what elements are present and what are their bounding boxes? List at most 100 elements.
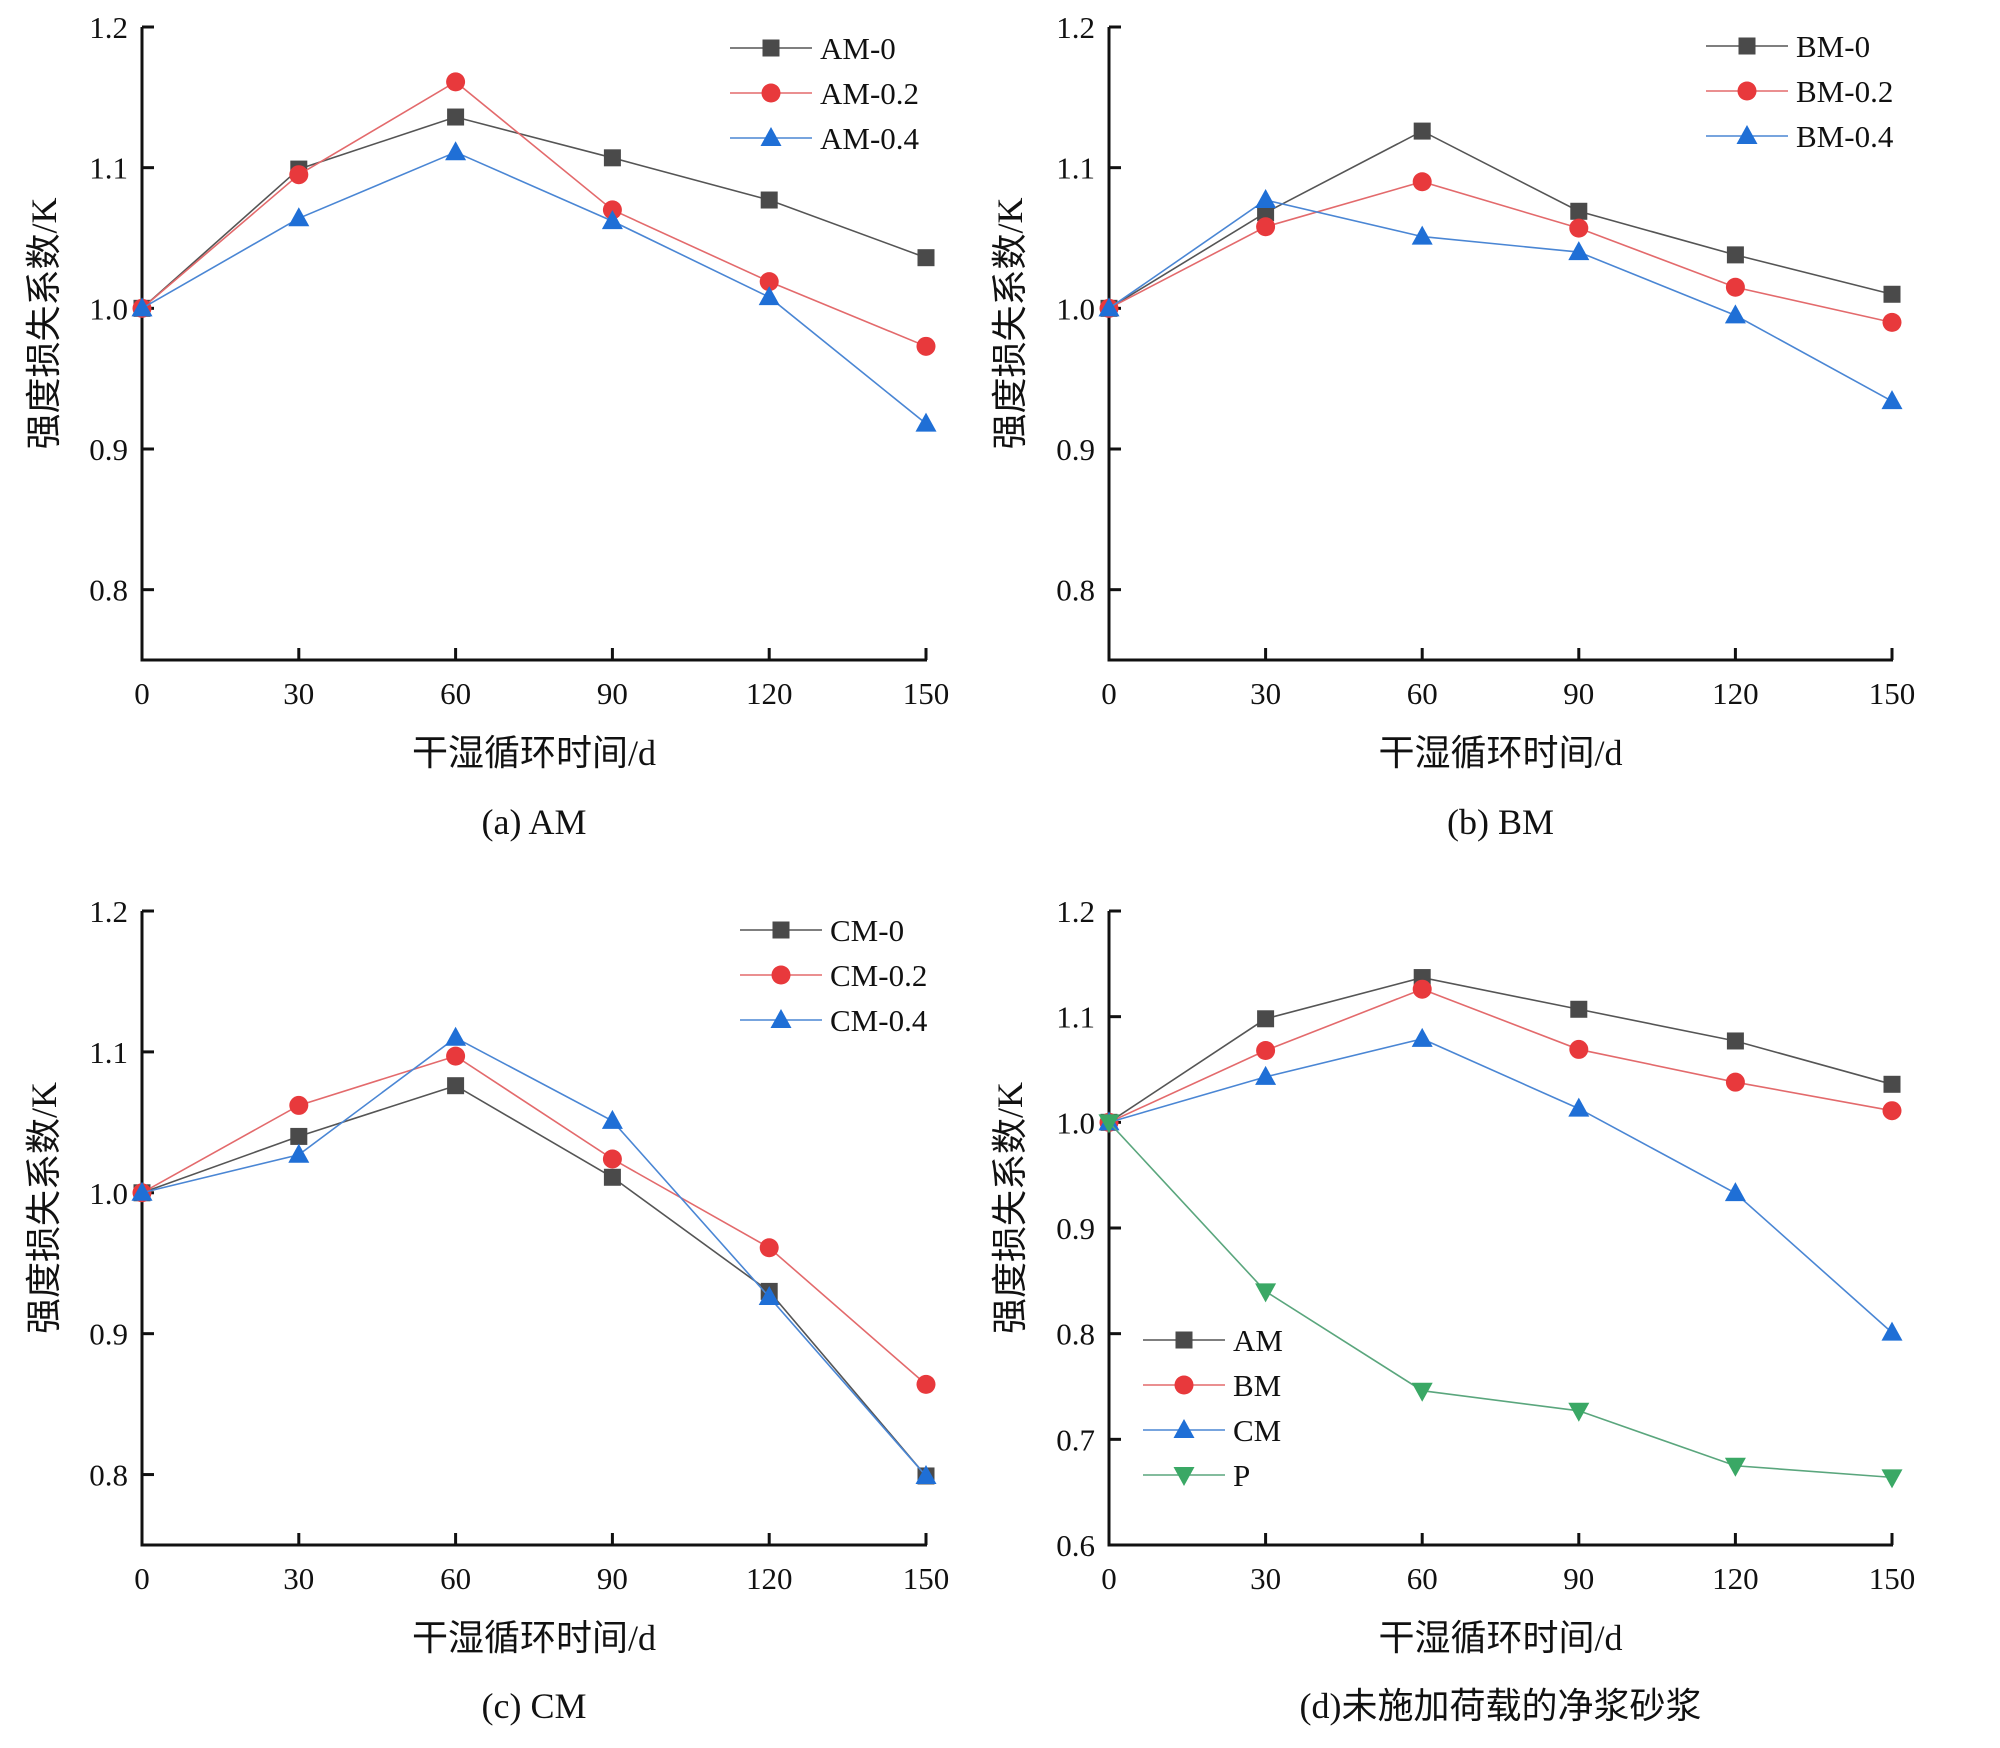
data-point — [1412, 979, 1432, 999]
data-point — [1726, 246, 1744, 264]
data-point — [1256, 217, 1276, 237]
data-point — [759, 272, 779, 292]
y-axis-title: 强度损失系数/K — [990, 197, 1030, 449]
y-tick-label: 1.1 — [1056, 1000, 1095, 1035]
y-tick-label: 1.1 — [89, 1035, 128, 1070]
data-point — [447, 108, 465, 126]
legend-item: BM-0 — [1706, 29, 1870, 64]
legend-label: CM-0.4 — [830, 1003, 928, 1038]
legend: CM-0 CM-0.2 CM-0.4 — [740, 913, 928, 1038]
series-line — [1108, 130, 1893, 310]
legend-marker — [1736, 125, 1758, 144]
x-axis-title: 干湿循环时间/d — [1378, 1618, 1622, 1658]
series-line — [1108, 976, 1893, 1124]
x-tick-label: 90 — [1563, 676, 1594, 711]
legend-item: AM-0.4 — [730, 121, 920, 156]
series-am-0-2 — [132, 72, 936, 356]
data-point — [1257, 1010, 1275, 1028]
y-axis-title: 强度损失系数/K — [24, 1082, 64, 1334]
y-tick-label: 1.0 — [1056, 291, 1095, 326]
data-point — [602, 1149, 622, 1169]
data-point — [290, 1127, 308, 1145]
data-point — [1726, 1032, 1744, 1050]
series-cm-0 — [133, 1077, 935, 1485]
y-tick-label: 1.2 — [1056, 10, 1095, 45]
data-point — [1255, 1283, 1277, 1303]
panel-caption: (c) CM — [482, 1686, 587, 1726]
y-tick-label: 1.0 — [1056, 1105, 1095, 1140]
legend-marker — [762, 39, 780, 57]
chart-panel-b: 0.8 0.9 1.0 1.1 1.2 0 30 60 90 120 150 干湿循环时间/d 强度损失… — [990, 10, 1915, 842]
series-line — [141, 80, 927, 348]
series-am — [1100, 969, 1901, 1131]
legend-item: BM — [1143, 1368, 1281, 1403]
legend-item: AM-0 — [730, 31, 896, 66]
data-point — [1881, 390, 1903, 410]
y-tick-label: 1.1 — [89, 151, 128, 186]
data-point — [1411, 1382, 1433, 1402]
x-tick-label: 60 — [440, 1561, 471, 1596]
chart-panel-c: 0.8 0.9 1.0 1.1 1.2 0 30 60 90 120 150 干湿循环时间/d 强度损失… — [24, 894, 949, 1726]
y-tick-label: 1.0 — [89, 1176, 128, 1211]
legend: AM BM CM P — [1143, 1323, 1283, 1493]
legend-label: AM — [1233, 1323, 1283, 1358]
series-bm — [1099, 979, 1902, 1132]
series-line — [141, 1055, 927, 1385]
legend-label: BM — [1233, 1368, 1281, 1403]
data-point — [1257, 204, 1275, 222]
data-point — [1098, 1114, 1120, 1134]
series-cm — [1098, 1027, 1903, 1341]
data-point — [1724, 1457, 1746, 1477]
x-tick-label: 120 — [746, 1561, 793, 1596]
legend-item: CM-0.4 — [740, 1003, 928, 1038]
data-point — [289, 165, 309, 185]
chart-panel-d: 0.6 0.7 0.8 0.9 1.0 1.1 1.2 0 30 60 90 120 150 干湿循环时间… — [990, 894, 1915, 1726]
data-point — [1255, 189, 1277, 209]
x-tick-label: 60 — [1407, 1561, 1438, 1596]
series-line — [141, 1036, 927, 1477]
series-am-0 — [133, 108, 935, 317]
data-point — [1569, 1039, 1589, 1059]
data-point — [917, 249, 935, 267]
data-point — [445, 1026, 467, 1046]
data-point — [1724, 1182, 1746, 1202]
legend-marker — [771, 965, 791, 985]
series-bm-0 — [1100, 122, 1901, 317]
data-point — [1568, 1402, 1590, 1422]
x-tick-label: 150 — [1869, 1561, 1916, 1596]
y-axis-title: 强度损失系数/K — [24, 197, 64, 449]
data-point — [601, 1109, 623, 1129]
x-tick-label: 60 — [440, 676, 471, 711]
data-point — [602, 200, 622, 220]
x-tick-label: 90 — [597, 676, 628, 711]
y-tick-label: 1.2 — [89, 894, 128, 929]
data-point — [1568, 1097, 1590, 1117]
series-line — [1108, 180, 1893, 324]
data-point — [1725, 277, 1745, 297]
data-point — [1881, 1469, 1903, 1489]
legend-label: CM-0.2 — [830, 958, 927, 993]
y-tick-label: 0.8 — [89, 573, 128, 608]
x-tick-label: 30 — [1250, 676, 1281, 711]
y-tick-label: 1.1 — [1056, 151, 1095, 186]
x-axis-title: 干湿循环时间/d — [1378, 733, 1622, 773]
legend: BM-0 BM-0.2 BM-0.4 — [1706, 29, 1894, 154]
data-point — [1255, 1065, 1277, 1085]
data-point — [1569, 218, 1589, 238]
data-point — [603, 1168, 621, 1186]
legend-marker — [1737, 81, 1757, 101]
data-point — [288, 1143, 310, 1163]
y-tick-label: 0.7 — [1056, 1422, 1095, 1457]
x-tick-label: 30 — [283, 1561, 314, 1596]
x-tick-label: 150 — [903, 676, 950, 711]
series-line — [1108, 988, 1893, 1124]
series-bm-0-4 — [1098, 189, 1903, 410]
x-axis-title: 干湿循环时间/d — [412, 733, 656, 773]
data-point — [603, 149, 621, 167]
x-tick-label: 0 — [134, 1561, 150, 1596]
data-point — [131, 1181, 153, 1201]
legend-marker — [1175, 1331, 1193, 1349]
legend-label: CM — [1233, 1413, 1281, 1448]
series-line — [141, 116, 927, 309]
legend-marker — [1173, 1467, 1195, 1486]
